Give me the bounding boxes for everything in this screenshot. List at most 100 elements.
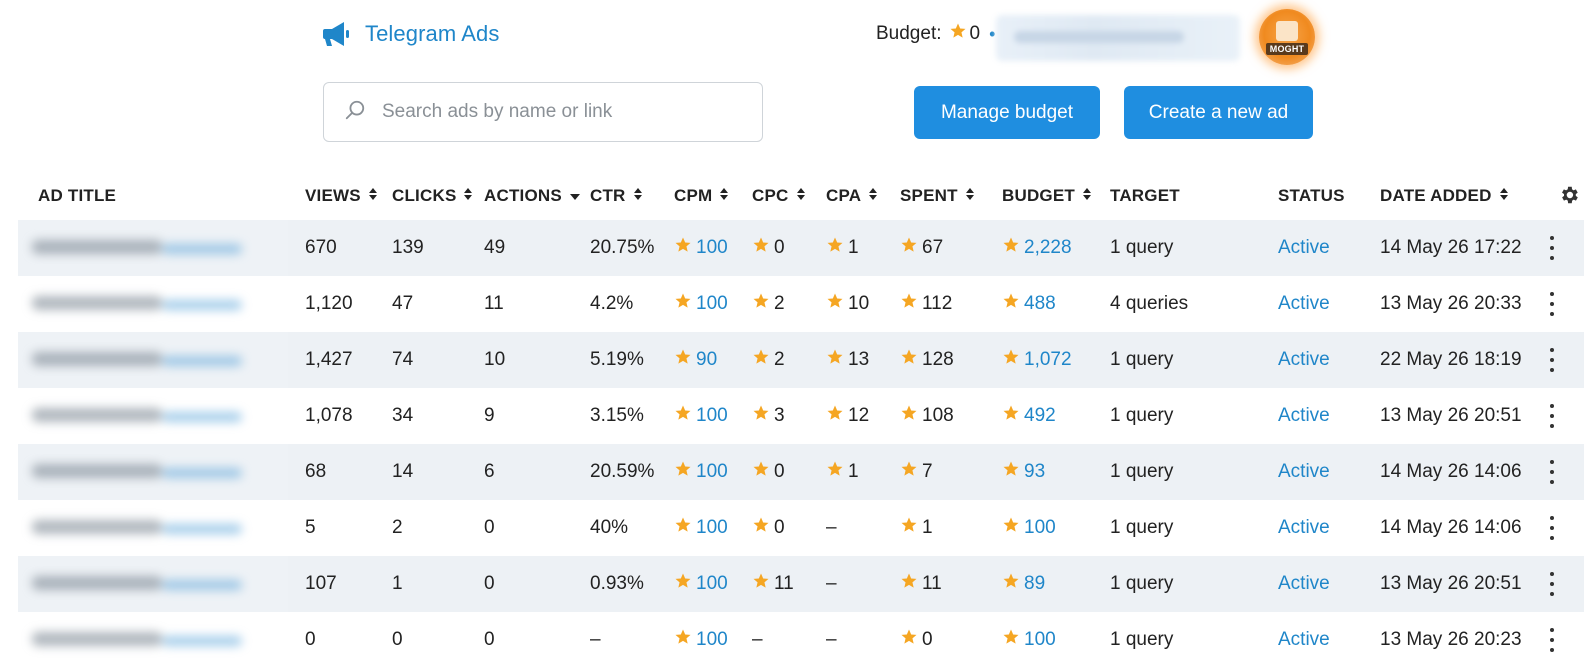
cell-budget[interactable]: 492 (1002, 388, 1056, 444)
cell-cpm[interactable]: 100 (674, 500, 728, 556)
column-header-cpc[interactable]: CPC (752, 171, 806, 220)
ad-title-blurred[interactable] (18, 500, 288, 556)
ad-title-blurred[interactable] (18, 220, 288, 276)
cell-status[interactable]: Active (1278, 388, 1330, 444)
manage-budget-button[interactable]: Manage budget (914, 86, 1100, 139)
cell-value: 14 May 26 14:06 (1380, 517, 1522, 538)
ads-table: AD TITLE VIEWS CLICKS ACTIONS CTR CPM CPC CPA SP… (18, 171, 1584, 668)
gear-icon[interactable] (1558, 184, 1580, 211)
column-header-actions[interactable]: ACTIONS (484, 171, 581, 220)
column-header-ctr[interactable]: CTR (590, 171, 643, 220)
cell-value: 100 (1024, 517, 1056, 538)
column-header-label: CPA (826, 185, 862, 205)
column-header-label: TARGET (1110, 185, 1180, 205)
cell-budget[interactable]: 93 (1002, 444, 1045, 500)
table-row[interactable]: 1,427 74 10 5.19% 90 2 13 128 1,072 1 query Active… (18, 332, 1584, 388)
ad-title-blurred[interactable] (18, 332, 288, 388)
ad-title-blurred[interactable] (18, 612, 288, 668)
cell-value: 0 (922, 629, 933, 650)
cell-cpm[interactable]: 100 (674, 444, 728, 500)
cell-budget[interactable]: 1,072 (1002, 332, 1072, 388)
cell-value: 100 (696, 629, 728, 650)
table-row[interactable]: 1,078 34 9 3.15% 100 3 12 108 492 1 query Active 13… (18, 388, 1584, 444)
cell-value: Active (1278, 461, 1330, 482)
cell-value: 14 (392, 461, 414, 482)
cell-budget[interactable]: 100 (1002, 612, 1056, 668)
cell-cpm[interactable]: 100 (674, 612, 728, 668)
cell-value: 3.15% (590, 405, 644, 426)
column-header-cpm[interactable]: CPM (674, 171, 729, 220)
cell-status[interactable]: Active (1278, 612, 1330, 668)
cell-cpa: 1 (826, 220, 859, 276)
cell-spent: 128 (900, 332, 954, 388)
table-row[interactable]: 670 139 49 20.75% 100 0 1 67 2,228 1 query Active 1… (18, 220, 1584, 276)
cell-value: 2 (774, 293, 785, 314)
sort-icon[interactable] (368, 186, 378, 206)
cell-value: 100 (696, 461, 728, 482)
more-options-icon[interactable] (1548, 572, 1556, 596)
table-row[interactable]: 5 2 0 40% 100 0 – 1 100 1 query Active 14 May 26 14… (18, 500, 1584, 556)
column-header-label: CPC (752, 185, 789, 205)
cell-status[interactable]: Active (1278, 556, 1330, 612)
more-options-icon[interactable] (1548, 348, 1556, 372)
cell-ctr: 4.2% (590, 276, 633, 332)
column-header-label: BUDGET (1002, 185, 1075, 205)
more-options-icon[interactable] (1548, 236, 1556, 260)
search-input[interactable] (382, 101, 742, 123)
cell-budget[interactable]: 2,228 (1002, 220, 1072, 276)
cell-cpm[interactable]: 90 (674, 332, 717, 388)
column-header-date[interactable]: DATE ADDED (1380, 171, 1509, 220)
ad-title-blurred[interactable] (18, 444, 288, 500)
cell-cpm[interactable]: 100 (674, 276, 728, 332)
cell-status[interactable]: Active (1278, 332, 1330, 388)
cell-cpm[interactable]: 100 (674, 220, 728, 276)
sort-icon[interactable] (633, 186, 643, 206)
table-row[interactable]: 107 1 0 0.93% 100 11 – 11 89 1 query Active 13 May … (18, 556, 1584, 612)
cell-spent: 11 (900, 556, 942, 612)
cell-value: 492 (1024, 405, 1056, 426)
table-row[interactable]: 0 0 0 – 100 – – 0 100 1 query Active 13 May 26 20:2… (18, 612, 1584, 668)
cell-cpm[interactable]: 100 (674, 388, 728, 444)
table-row[interactable]: 1,120 47 11 4.2% 100 2 10 112 488 4 queries Active… (18, 276, 1584, 332)
cell-value: 107 (305, 573, 337, 594)
column-header-clicks[interactable]: CLICKS (392, 171, 473, 220)
cell-status[interactable]: Active (1278, 444, 1330, 500)
search-box[interactable] (323, 82, 763, 142)
sort-icon[interactable] (463, 186, 473, 206)
cell-cpm[interactable]: 100 (674, 556, 728, 612)
column-header-views[interactable]: VIEWS (305, 171, 378, 220)
sort-desc-icon[interactable] (569, 186, 581, 206)
create-ad-button[interactable]: Create a new ad (1124, 86, 1313, 139)
cell-status[interactable]: Active (1278, 276, 1330, 332)
cell-value: 0 (305, 629, 316, 650)
table-row[interactable]: 68 14 6 20.59% 100 0 1 7 93 1 query Active 14 May 2… (18, 444, 1584, 500)
cell-cpc: 3 (752, 388, 785, 444)
sort-icon[interactable] (796, 186, 806, 206)
cell-ctr: – (590, 612, 601, 668)
brand[interactable]: Telegram Ads (323, 18, 500, 50)
column-header-budget[interactable]: BUDGET (1002, 171, 1092, 220)
more-options-icon[interactable] (1548, 516, 1556, 540)
avatar[interactable]: MOGHT (1259, 9, 1315, 65)
more-options-icon[interactable] (1548, 292, 1556, 316)
cell-budget[interactable]: 100 (1002, 500, 1056, 556)
column-header-cpa[interactable]: CPA (826, 171, 878, 220)
account-selector[interactable] (996, 15, 1240, 61)
cell-budget[interactable]: 488 (1002, 276, 1056, 332)
ad-title-blurred[interactable] (18, 556, 288, 612)
more-options-icon[interactable] (1548, 404, 1556, 428)
ad-title-blurred[interactable] (18, 388, 288, 444)
sort-icon[interactable] (1082, 186, 1092, 206)
cell-budget[interactable]: 89 (1002, 556, 1045, 612)
star-icon (674, 516, 692, 540)
ad-title-blurred[interactable] (18, 276, 288, 332)
more-options-icon[interactable] (1548, 460, 1556, 484)
column-header-spent[interactable]: SPENT (900, 171, 975, 220)
more-options-icon[interactable] (1548, 628, 1556, 652)
sort-icon[interactable] (868, 186, 878, 206)
sort-icon[interactable] (1499, 186, 1509, 206)
sort-icon[interactable] (719, 186, 729, 206)
cell-status[interactable]: Active (1278, 500, 1330, 556)
sort-icon[interactable] (965, 186, 975, 206)
cell-status[interactable]: Active (1278, 220, 1330, 276)
